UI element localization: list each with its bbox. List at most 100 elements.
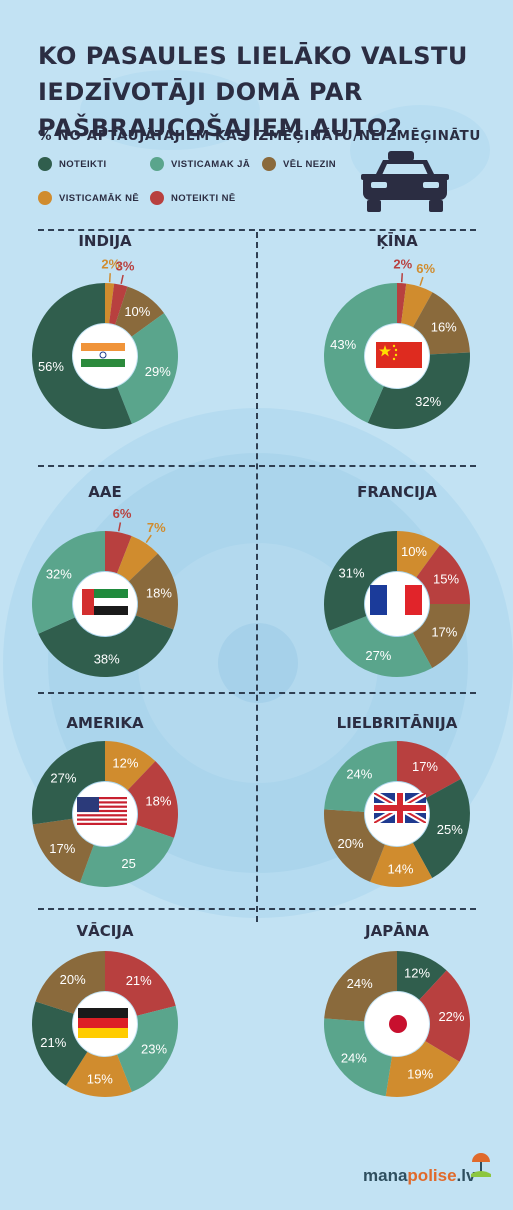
slice-value-label: 38%	[94, 651, 120, 666]
slice-value-label: 10%	[401, 544, 427, 559]
chart-title-francija: FRANCIJA	[357, 483, 437, 501]
legend-item-visticamak-ne: VISTICAMĀK NĒ	[38, 191, 139, 205]
slice-leader-line	[419, 276, 424, 286]
slice-leader-line	[117, 522, 122, 532]
chart-title-kina: ĶĪNA	[376, 232, 418, 250]
donut-slice-noteikti	[397, 951, 447, 1000]
donut-slice-visticamak-ja	[80, 824, 174, 887]
donut-slice-vel-nezin	[128, 553, 178, 630]
chart-title-japana: JAPĀNA	[365, 922, 429, 940]
slice-value-label: 18%	[145, 794, 171, 809]
slice-leader-line	[120, 274, 124, 284]
chart-title-aae: AAE	[88, 483, 122, 501]
donut-slice-noteikti	[31, 741, 105, 825]
slice-value-label: 6%	[416, 261, 435, 276]
donut-slice-visticamak-ne	[65, 1051, 132, 1097]
slice-value-label: 7%	[147, 520, 166, 535]
donut-slice-vel-nezin	[324, 809, 385, 882]
india-flag-icon	[81, 343, 125, 367]
donut-slice-visticamak-ja	[117, 1005, 178, 1092]
slice-leader-line	[400, 273, 404, 283]
donut-slice-vel-nezin	[32, 818, 94, 883]
divider-row-3	[38, 908, 476, 910]
slice-value-label: 19%	[407, 1066, 433, 1081]
donut-slice-vel-nezin	[324, 951, 397, 1022]
slice-value-label: 15%	[87, 1071, 113, 1086]
legend-swatch	[150, 157, 164, 171]
usa-flag-icon	[77, 797, 127, 825]
donut-slice-noteikti	[32, 1001, 88, 1086]
legend-label: VĒL NEZIN	[283, 158, 337, 170]
brand-logo-part-1: mana	[363, 1166, 408, 1185]
slice-value-label: 16%	[431, 320, 457, 335]
donut-slice-noteikti	[38, 615, 174, 677]
china-flag-icon	[376, 342, 422, 368]
divider-top	[38, 229, 476, 231]
slice-value-label: 24%	[347, 976, 373, 991]
slice-value-label: 23%	[141, 1041, 167, 1056]
divider-row-2	[38, 692, 476, 694]
donut-slice-visticamak-ne	[105, 741, 156, 791]
donut-slice-noteikti	[412, 778, 470, 878]
slice-value-label: 2%	[101, 257, 120, 272]
slice-value-label: 20%	[338, 836, 364, 851]
legend-item-visticamak-ja: VISTICAMAK JĀ	[150, 157, 250, 171]
donut-chart-aae: 6% 7% 18% 38% 32%	[32, 506, 178, 677]
slice-value-label: 18%	[146, 585, 172, 600]
donut-slice-vel-nezin	[115, 286, 165, 337]
slice-value-label: 24%	[341, 1051, 367, 1066]
donut-slice-noteikti-ne	[397, 283, 407, 324]
donut-slice-noteikti-ne	[416, 544, 470, 604]
donut-slice-visticamak-ja	[117, 313, 178, 424]
donut-slice-vel-nezin	[413, 292, 470, 355]
donut-chart-japana: 12% 22% 19% 24% 24%	[324, 951, 470, 1097]
donut-slice-visticamak-ja	[324, 741, 397, 812]
brand-logo-part-3: .lv	[456, 1166, 476, 1185]
slice-value-label: 15%	[433, 572, 459, 587]
slice-value-label: 24%	[346, 766, 372, 781]
chart-title-indija: INDIJA	[78, 232, 132, 250]
legend-label: NOTEIKTI NĒ	[171, 192, 236, 204]
legend-swatch	[38, 191, 52, 205]
divider-row-1	[38, 465, 476, 467]
donut-slice-noteikti	[32, 283, 132, 429]
donut-slice-visticamak-ja	[323, 283, 397, 423]
donut-slice-noteikti-ne	[105, 951, 176, 1016]
donut-slice-noteikti-ne	[109, 283, 128, 325]
donut-slice-visticamak-ne	[105, 283, 115, 324]
slice-value-label: 3%	[116, 259, 135, 274]
france-flag-icon	[370, 585, 422, 615]
legend-label: NOTEIKTI	[59, 158, 107, 170]
slice-value-label: 12%	[112, 755, 138, 770]
legend-swatch	[262, 157, 276, 171]
slice-value-label: 43%	[330, 337, 356, 352]
brand-logo-part-2: polise	[407, 1166, 457, 1185]
page-subtitle: % NO APTAUJĀTAJIEM KAS IZMĒĢINĀTU/NEIZMĒ…	[38, 128, 481, 144]
slice-value-label: 25%	[437, 822, 463, 837]
slice-value-label: 31%	[338, 566, 364, 581]
chart-title-amerika: AMERIKA	[66, 714, 144, 732]
slice-value-label: 20%	[60, 972, 86, 987]
page-title: KO PASAULES LIELĀKO VALSTU IEDZĪVOTĀJI D…	[38, 42, 468, 142]
brand-logo: manapolise.lv	[363, 1166, 475, 1186]
donut-slice-visticamak-ja	[32, 531, 105, 634]
donut-slice-visticamak-ne	[117, 536, 158, 582]
donut-slice-visticamak-ja	[324, 1018, 392, 1097]
car-icon	[361, 151, 449, 212]
slice-value-label: 22%	[438, 1009, 464, 1024]
donut-slice-visticamak-ne	[385, 1041, 460, 1097]
slice-value-label: 32%	[415, 394, 441, 409]
uk-flag-icon	[374, 793, 426, 823]
donut-slice-visticamak-ne	[401, 283, 433, 328]
slice-value-label: 17%	[431, 624, 457, 639]
slice-value-label: 32%	[46, 567, 72, 582]
japan-flag-icon	[372, 1008, 424, 1040]
legend-swatch	[38, 157, 52, 171]
slice-value-label: 6%	[113, 506, 132, 521]
legend-label: VISTICAMĀK NĒ	[59, 192, 140, 204]
slice-value-label: 25	[121, 856, 135, 871]
slice-value-label: 14%	[387, 861, 413, 876]
slice-value-label: 56%	[38, 359, 64, 374]
slice-value-label: 2%	[393, 257, 412, 272]
